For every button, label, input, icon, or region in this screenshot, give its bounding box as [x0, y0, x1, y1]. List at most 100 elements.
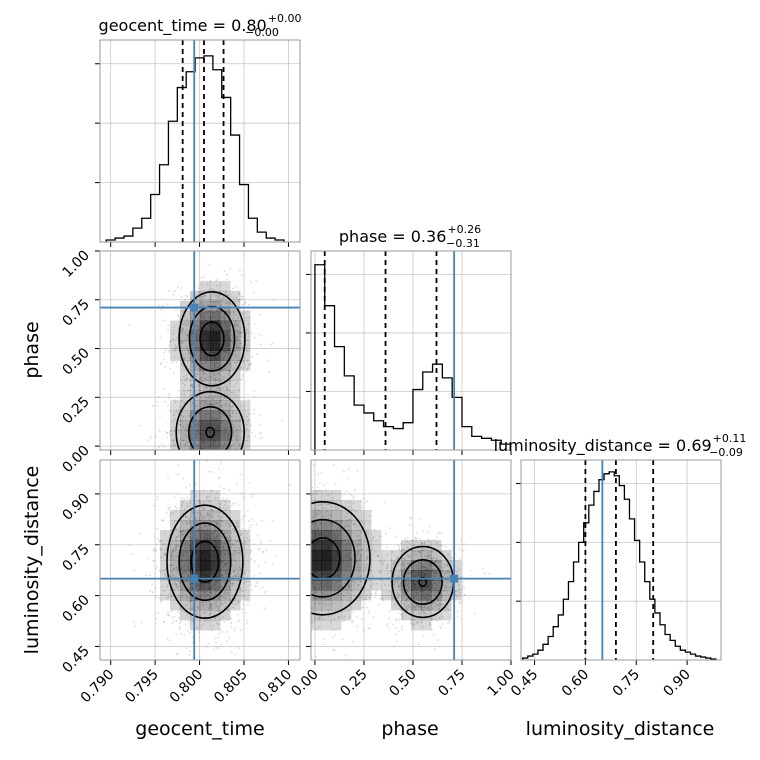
sample-point — [392, 597, 394, 600]
sample-point — [355, 561, 358, 563]
sample-point — [174, 347, 176, 350]
sample-point — [430, 558, 433, 560]
sample-point — [201, 376, 203, 379]
sample-point — [208, 524, 211, 527]
sample-point — [222, 497, 224, 500]
sample-point — [198, 516, 201, 519]
sample-point — [196, 613, 198, 615]
sample-point — [388, 591, 391, 593]
sample-point — [464, 593, 466, 596]
sample-point — [239, 443, 242, 445]
sample-point — [184, 396, 187, 398]
sample-point — [210, 403, 213, 406]
density-cell — [240, 320, 251, 331]
sample-point — [220, 316, 223, 318]
sample-point — [228, 408, 231, 411]
sample-point — [226, 311, 229, 313]
sample-point — [399, 601, 402, 604]
sample-point — [242, 313, 245, 315]
sample-point — [195, 352, 198, 355]
sample-point — [225, 299, 227, 301]
sample-point — [245, 331, 248, 334]
sample-point — [207, 619, 209, 622]
sample-point — [236, 323, 238, 326]
sample-point — [187, 541, 189, 544]
sample-point — [352, 523, 355, 526]
sample-point — [179, 424, 181, 426]
density-cell — [421, 590, 432, 601]
tick-label-phase: 0.00 — [59, 443, 92, 476]
sample-point — [438, 604, 440, 607]
sample-point — [200, 276, 203, 279]
sample-point — [211, 590, 213, 593]
sample-point — [196, 606, 199, 608]
sample-point — [164, 349, 167, 352]
sample-point — [188, 620, 190, 623]
sample-point — [232, 582, 234, 585]
sample-point — [377, 604, 380, 606]
sample-point — [406, 589, 408, 591]
sample-point — [178, 429, 180, 432]
sample-point — [235, 453, 237, 455]
sample-point — [399, 585, 402, 587]
title-geocent-time-median: 0.80 — [231, 16, 267, 35]
density-cell — [240, 410, 251, 421]
sample-point — [199, 595, 202, 598]
density-cell — [200, 550, 211, 561]
density-cell — [441, 550, 452, 561]
tick-label-phase: 0.25 — [337, 667, 370, 700]
sample-point — [347, 477, 350, 480]
sample-point — [185, 596, 188, 599]
sample-point — [248, 316, 251, 319]
density-cell — [180, 560, 191, 571]
sample-point — [168, 452, 170, 454]
sample-point — [458, 588, 460, 590]
sample-point — [178, 612, 181, 614]
sample-point — [399, 587, 401, 590]
sample-point — [328, 603, 331, 606]
sample-point — [458, 548, 461, 551]
sample-point — [317, 509, 320, 512]
sample-point — [246, 359, 249, 362]
sample-point — [412, 544, 415, 547]
sample-point — [270, 343, 273, 346]
sample-point — [213, 377, 216, 380]
sample-point — [218, 379, 221, 382]
density-cell — [341, 560, 352, 571]
sample-point — [206, 511, 209, 514]
sample-point — [223, 592, 226, 595]
density-cell — [210, 410, 221, 421]
sample-point — [237, 316, 240, 319]
sample-point — [205, 386, 208, 389]
sample-point — [224, 500, 227, 503]
sample-point — [332, 649, 335, 651]
sample-point — [306, 576, 308, 578]
sample-point — [435, 560, 438, 563]
sample-point — [173, 444, 176, 447]
sample-point — [186, 377, 188, 380]
sample-point — [324, 522, 327, 525]
sample-point — [172, 568, 175, 571]
sample-point — [397, 585, 399, 587]
sample-point — [343, 616, 346, 618]
sample-point — [405, 580, 407, 583]
density-cell — [220, 420, 231, 431]
sample-point — [200, 283, 203, 286]
sample-point — [170, 458, 172, 460]
sample-point — [307, 510, 309, 512]
sample-point — [220, 603, 223, 605]
xlabel-luminosity-distance: luminosity_distance — [526, 718, 715, 740]
sample-point — [222, 315, 224, 318]
sample-point — [175, 540, 178, 543]
sample-point — [330, 522, 333, 524]
sample-point — [237, 552, 239, 554]
density-cell — [441, 610, 452, 621]
density-cell — [210, 430, 221, 441]
sample-point — [179, 339, 182, 342]
sample-point — [237, 601, 239, 604]
sample-point — [433, 539, 435, 541]
sample-point — [261, 335, 264, 337]
sample-point — [182, 530, 184, 532]
sample-point — [224, 571, 227, 574]
sample-point — [217, 607, 220, 610]
